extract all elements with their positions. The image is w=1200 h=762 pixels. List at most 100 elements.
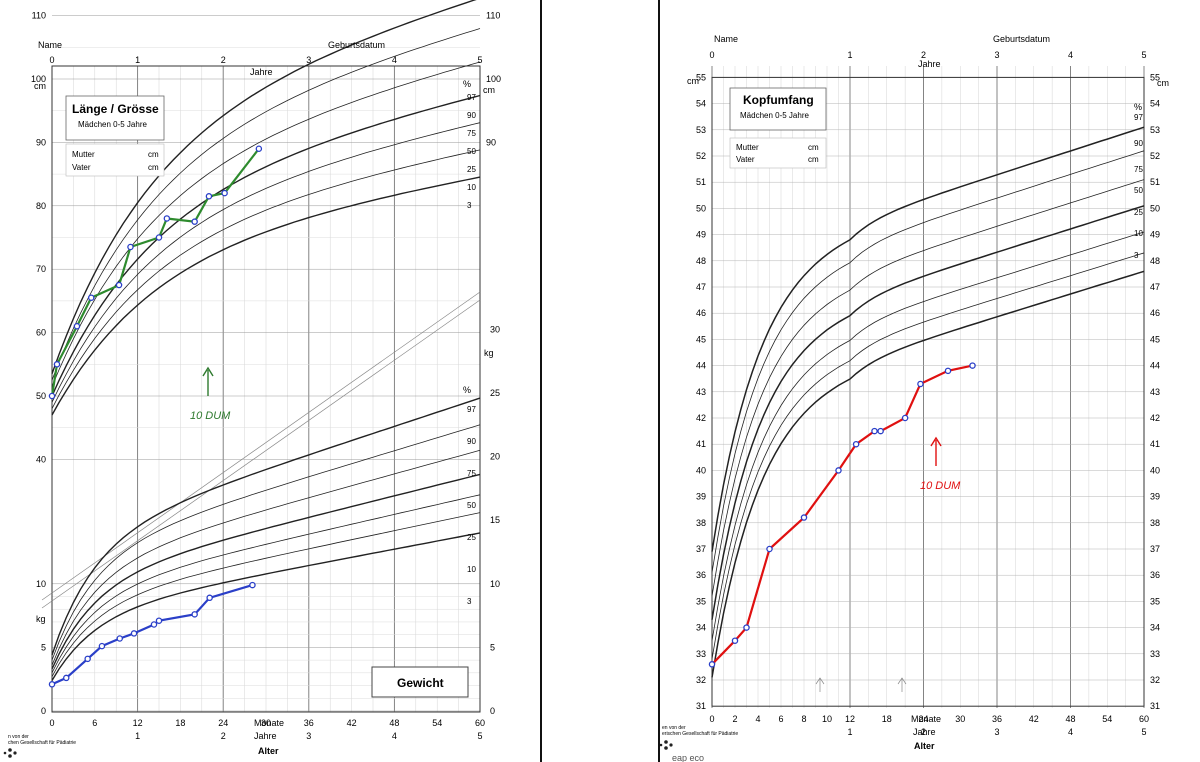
month-tick-label: 6 <box>92 718 97 728</box>
year-tick-label: 4 <box>1068 50 1073 60</box>
cm-tick-label: 49 <box>696 230 706 240</box>
height-tick-label: 100 <box>31 74 46 84</box>
cm-tick-label: 55 <box>696 72 706 82</box>
cm-tick-label: 53 <box>696 125 706 135</box>
height-data-point <box>163 215 171 222</box>
month-tick-label: 54 <box>432 718 442 728</box>
head-percentile-label: 25 <box>1134 208 1143 217</box>
chart-title: Kopfumfang <box>743 93 814 107</box>
height-percentile-label: 10 <box>467 183 476 192</box>
year-tick-label-bottom: 4 <box>1068 727 1073 737</box>
year-tick-label: 1 <box>847 50 852 60</box>
cm-tick-label-right: 38 <box>1150 518 1160 528</box>
weight-data-point <box>63 674 70 682</box>
head-percentile-curve <box>711 270 1145 678</box>
month-tick-label: 2 <box>732 714 737 724</box>
cm-tick-label: 41 <box>696 439 706 449</box>
cm-tick-label-right: 31 <box>1150 701 1160 711</box>
cm-tick-label: 39 <box>696 492 706 502</box>
head-series-line <box>711 364 973 666</box>
weight-title-box <box>371 666 469 698</box>
cm-tick-label: 47 <box>696 282 706 292</box>
title-box <box>65 95 165 141</box>
cm-tick-label-right: 47 <box>1150 282 1160 292</box>
year-tick-label: 0 <box>709 50 714 60</box>
cm-tick-label-right: 49 <box>1150 230 1160 240</box>
weight-data-point <box>98 642 106 650</box>
height-data-point <box>87 294 95 301</box>
year-tick-label-bottom: 3 <box>994 727 999 737</box>
head-grid <box>711 66 1145 708</box>
cm-tick-label-right: 39 <box>1150 492 1160 502</box>
cm-tick-label: 52 <box>696 151 706 161</box>
birthdate-label: Geburtsdatum <box>993 34 1050 44</box>
name-label: Name <box>714 34 738 44</box>
month-tick-label: 48 <box>389 718 399 728</box>
kg-unit-left: kg <box>36 614 46 624</box>
height-tick-label: 60 <box>36 328 46 338</box>
cm-tick-label-right: 32 <box>1150 675 1160 685</box>
month-tick-label: 0 <box>49 718 54 728</box>
height-percentile-curve <box>51 149 481 409</box>
head-data-point <box>871 427 878 435</box>
height-tick-label: 70 <box>36 264 46 274</box>
monate-label: Monate <box>254 718 284 728</box>
month-tick-label: 18 <box>882 714 892 724</box>
year-tick-label-bottom: 5 <box>477 731 482 741</box>
head-data-point <box>917 380 924 388</box>
head-percentile-curve <box>711 231 1145 641</box>
footer-logo-text: eap eco <box>672 753 704 762</box>
head-data-point <box>766 545 773 553</box>
percent-label: % <box>1134 102 1142 112</box>
vater-label: Vater <box>72 163 91 172</box>
pencil-marks <box>815 677 907 692</box>
monate-label: Monate <box>911 714 941 724</box>
weight-data-point <box>116 635 124 642</box>
weight-percentile-curve <box>51 532 481 681</box>
head-data-point <box>944 367 952 375</box>
jahre-top-label: Jahre <box>250 67 273 77</box>
plot-frame <box>711 76 1145 707</box>
cm-tick-label: 37 <box>696 544 706 554</box>
cm-unit-left: cm <box>687 76 699 86</box>
cm-tick-label: 48 <box>696 256 706 266</box>
chart-subtitle: Mädchen 0-5 Jahre <box>740 111 809 120</box>
weight-tick-label-right: 25 <box>490 388 500 398</box>
weight-percentile-label: 90 <box>467 437 476 446</box>
month-tick-label: 30 <box>955 714 965 724</box>
head-data-point <box>877 427 884 435</box>
percent-label-weight: % <box>463 385 471 395</box>
year-tick-label: 5 <box>477 55 482 65</box>
axis-labels: 1201101009080706050401201101009030252015… <box>31 11 501 741</box>
weight-percentile-curve <box>51 449 481 666</box>
year-tick-label-bottom: 1 <box>847 727 852 737</box>
vater-unit: cm <box>808 155 819 164</box>
weight-percentile-curve <box>51 424 481 661</box>
height-data-point <box>53 361 61 368</box>
cm-tick-label-right: 35 <box>1150 596 1160 606</box>
weight-tick-label: 0 <box>41 706 46 716</box>
weight-title: Gewicht <box>397 676 444 690</box>
month-tick-label: 54 <box>1102 714 1112 724</box>
weight-percentile-label: 97 <box>467 405 476 414</box>
height-percentile-curve <box>51 94 481 397</box>
head-data-point <box>835 467 842 474</box>
mutter-label: Mutter <box>736 143 759 152</box>
height-percentile-label: 25 <box>467 165 476 174</box>
percent-label-height: % <box>463 79 471 89</box>
kg-unit-right: kg <box>484 348 494 358</box>
weight-data-point <box>48 681 56 688</box>
weight-percentile-curve <box>51 473 481 670</box>
page-gap <box>540 0 658 762</box>
head-percentile-curve <box>711 150 1145 573</box>
patient-data <box>48 145 263 688</box>
year-tick-label-bottom: 3 <box>306 731 311 741</box>
height-tick-label: 110 <box>32 11 46 21</box>
weight-data-point <box>150 621 158 628</box>
cm-tick-label: 33 <box>696 649 706 659</box>
weight-data-point <box>84 655 91 663</box>
height-tick-label: 90 <box>36 137 46 147</box>
height-tick-label: 50 <box>36 391 46 401</box>
weight-percentile-label: 25 <box>467 533 476 542</box>
